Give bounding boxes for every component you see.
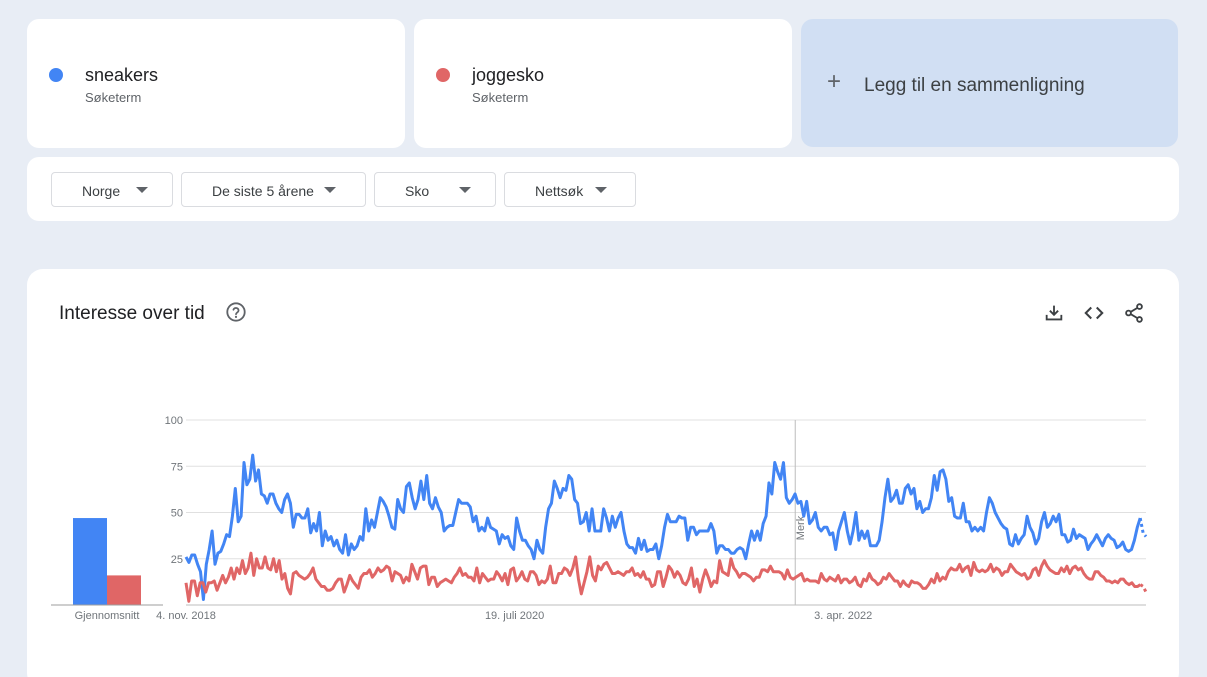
average-bar-joggesko	[107, 575, 141, 605]
interest-over-time-card: Interesse over tid 100 75 50 25 4. nov. 2018…	[27, 269, 1179, 677]
category-value: Sko	[405, 183, 430, 199]
term-card-sneakers[interactable]: sneakers Søketerm	[27, 19, 405, 148]
term-card-joggesko[interactable]: joggesko Søketerm	[414, 19, 792, 148]
help-circle-icon[interactable]	[225, 301, 247, 323]
share-icon[interactable]	[1123, 302, 1145, 324]
region-dropdown[interactable]: Norge	[51, 172, 173, 207]
y-tick-label: 50	[171, 508, 183, 520]
region-value: Norge	[82, 183, 121, 199]
plus-icon: +	[827, 68, 842, 95]
embed-code-icon[interactable]	[1083, 302, 1105, 324]
series-line-sneakers	[184, 453, 1142, 601]
chevron-down-icon	[324, 187, 336, 193]
series-line-joggesko	[184, 551, 1142, 603]
chevron-down-icon	[459, 187, 471, 193]
y-tick-label: 75	[171, 461, 183, 473]
period-dropdown[interactable]: De siste 5 årene	[181, 172, 366, 207]
section-title: Interesse over tid	[59, 303, 205, 324]
series-color-dot	[436, 68, 450, 82]
average-bar-sneakers	[73, 518, 107, 605]
category-dropdown[interactable]: Sko	[374, 172, 496, 207]
download-icon[interactable]	[1043, 302, 1065, 324]
term-name: sneakers	[85, 65, 159, 85]
series-line-partial-sneakers	[1138, 517, 1148, 538]
y-tick-label: 100	[165, 415, 183, 427]
search-type-value: Nettsøk	[535, 183, 584, 199]
average-label: Gjennomsnitt	[75, 610, 140, 622]
filter-bar: Norge De siste 5 årene Sko Nettsøk	[27, 157, 1179, 221]
series-line-partial-joggesko	[1139, 583, 1148, 593]
add-comparison-label: Legg til en sammenligning	[864, 75, 1085, 96]
chevron-down-icon	[595, 187, 607, 193]
term-type: Søketerm	[85, 90, 142, 105]
x-tick-label: 19. juli 2020	[485, 610, 544, 622]
x-tick-label: 4. nov. 2018	[156, 610, 216, 622]
term-type: Søketerm	[472, 90, 529, 105]
x-tick-label: 3. apr. 2022	[814, 610, 872, 622]
interest-chart: 100 75 50 25 4. nov. 2018 19. juli 2020 3. apr…	[51, 415, 1148, 622]
annotation-label: Merk	[795, 515, 807, 540]
period-value: De siste 5 årene	[212, 183, 314, 199]
series-color-dot	[49, 68, 63, 82]
y-tick-label: 25	[171, 554, 183, 566]
search-type-dropdown[interactable]: Nettsøk	[504, 172, 636, 207]
add-comparison-button[interactable]: + Legg til en sammenligning	[801, 19, 1178, 147]
chevron-down-icon	[136, 187, 148, 193]
term-name: joggesko	[472, 65, 545, 85]
